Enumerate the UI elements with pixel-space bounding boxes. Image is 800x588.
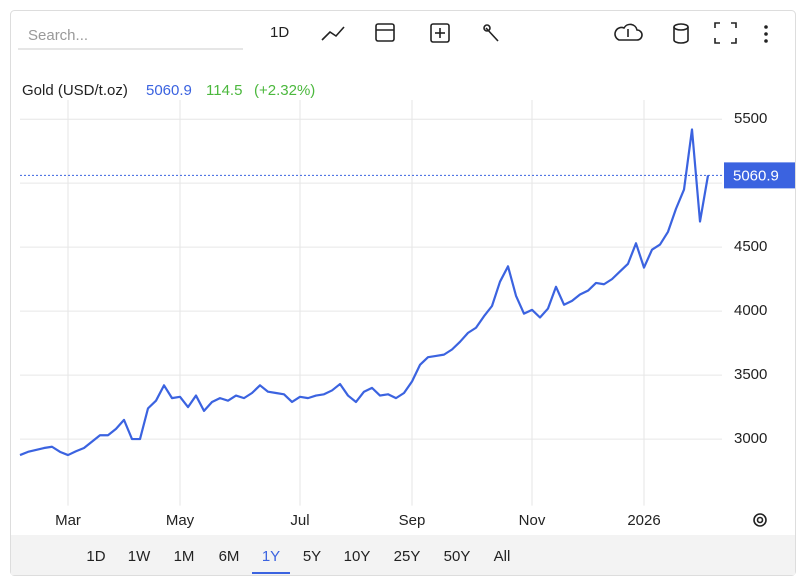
price-line [19,128,710,457]
range-button[interactable]: 1W [128,548,151,565]
price-tag [724,162,795,189]
price: 5060.9 [146,82,192,99]
range-button[interactable]: 1M [174,548,195,565]
range-button[interactable]: 10Y [344,548,371,565]
change: 114.5 [206,82,242,99]
range-button[interactable]: All [494,548,511,565]
x-tick-label: Nov [519,512,546,529]
range-button[interactable]: 5Y [303,548,321,565]
x-tick-label: Mar [55,512,81,529]
range-button[interactable]: 50Y [444,548,471,565]
x-tick-label: May [166,512,195,529]
change-percent: (+2.32%) [254,82,315,99]
price-tag-label: 5060.9 [733,167,779,184]
chart-title: Gold (USD/t.oz) [22,82,128,99]
y-tick-label: 4500 [734,238,767,255]
y-tick-label: 4000 [734,302,767,319]
y-tick-label: 3500 [734,366,767,383]
x-tick-label: Sep [399,512,426,529]
x-tick-label: Jul [290,512,309,529]
y-tick-label: 5500 [734,110,767,127]
settings-icon[interactable] [753,513,767,527]
x-tick-label: 2026 [627,512,660,529]
toolbar-icons[interactable] [321,22,768,44]
range-button[interactable]: 6M [219,548,240,565]
range-button[interactable]: 1D [86,548,105,565]
range-button[interactable]: 1Y [262,548,280,565]
search-input[interactable]: Search... [28,27,88,44]
range-bar [11,535,795,575]
interval-button[interactable]: 1D [270,24,289,41]
range-button[interactable]: 25Y [394,548,421,565]
frame [10,10,796,576]
y-tick-label: 3000 [734,430,767,447]
